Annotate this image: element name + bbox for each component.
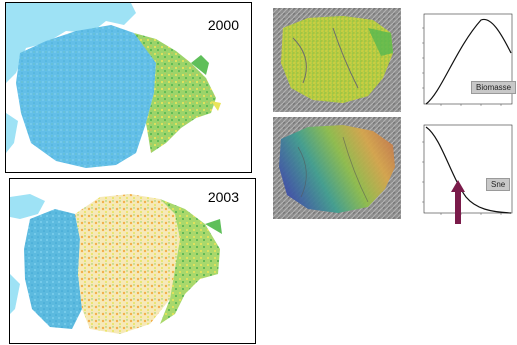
- relief-map-biomass: [273, 8, 401, 112]
- snow-chart: Sne: [416, 117, 516, 221]
- map-2000-image: [6, 3, 221, 168]
- biomass-curve: [425, 18, 512, 105]
- snow-label: Sne: [486, 178, 511, 191]
- biomass-curve-plot: [422, 13, 513, 106]
- relief-map-snow: [273, 117, 401, 219]
- up-arrow-icon: [451, 180, 465, 224]
- snow-curve: [425, 126, 512, 214]
- snow-curve-plot: [422, 124, 513, 215]
- map-2000-panel: 2000: [5, 2, 252, 173]
- biomass-chart: Biomasse: [416, 8, 517, 112]
- map-2003-panel: 2003: [9, 178, 256, 344]
- biomass-label: Biomasse: [471, 81, 517, 94]
- map-2003-image: [10, 194, 222, 334]
- map-2003-year: 2003: [207, 189, 239, 205]
- map-2000-year: 2000: [207, 17, 239, 33]
